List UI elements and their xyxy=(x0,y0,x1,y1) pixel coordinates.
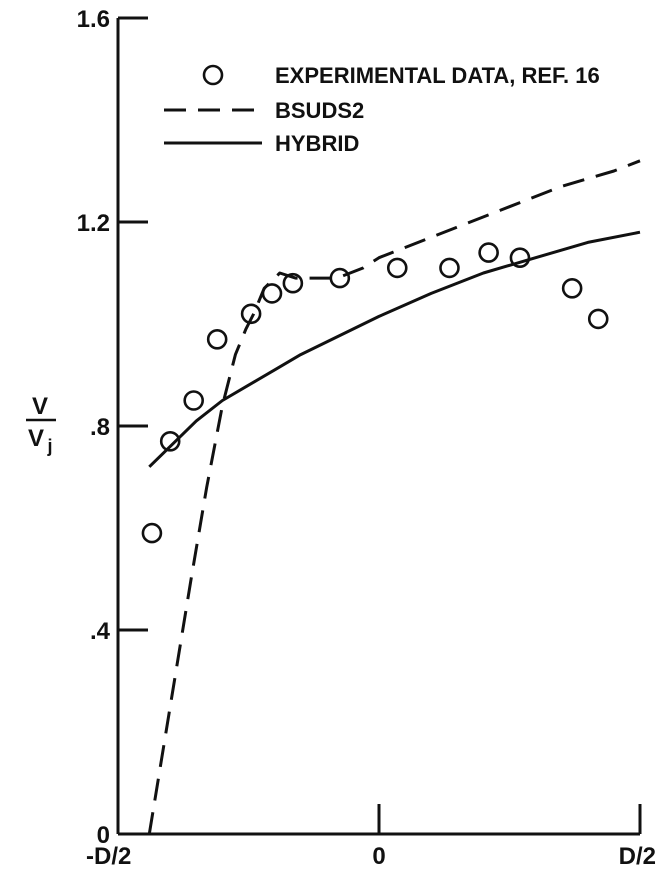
y-axis-label: V V j xyxy=(26,393,56,456)
x-tick-label-2: D/2 xyxy=(619,843,656,870)
data-point xyxy=(206,328,228,350)
data-point xyxy=(386,257,408,279)
plot-axes xyxy=(116,18,640,836)
tick-label-group: 0.4.81.21.6-D/2 0 D/2 xyxy=(77,6,656,870)
data-point xyxy=(509,247,531,269)
series-experimental-data-ref-16 xyxy=(141,242,609,544)
legend-marker-experimental xyxy=(202,64,224,86)
data-point xyxy=(439,257,460,279)
series-layer xyxy=(141,159,641,835)
y-tick-label-1: .4 xyxy=(90,618,111,645)
data-point xyxy=(183,390,204,411)
data-point xyxy=(282,272,304,294)
series-line-hybrid xyxy=(148,230,641,468)
y-tick-label-2: .8 xyxy=(90,414,110,441)
y-label-subscript: j xyxy=(46,436,52,456)
legend-label-bsuds2: BSUDS2 xyxy=(275,98,364,123)
data-point xyxy=(561,277,583,299)
y-label-denominator: V xyxy=(28,425,44,452)
data-point xyxy=(240,303,262,325)
legend: EXPERIMENTAL DATA, REF. 16 BSUDS2 HYBRID xyxy=(164,63,600,156)
legend-label-experimental: EXPERIMENTAL DATA, REF. 16 xyxy=(275,63,600,88)
data-point xyxy=(159,430,181,452)
y-tick-label-3: 1.2 xyxy=(77,210,110,237)
data-point xyxy=(329,267,351,289)
data-point xyxy=(478,242,499,263)
x-tick-label-0: -D/2 xyxy=(86,843,131,870)
legend-label-hybrid: HYBRID xyxy=(275,131,359,156)
x-tick-label-1: 0 xyxy=(372,843,385,870)
y-tick-label-0: 0 xyxy=(97,822,110,849)
data-point xyxy=(587,308,609,330)
data-point xyxy=(141,522,163,544)
y-label-numerator: V xyxy=(32,393,48,420)
tick-group xyxy=(118,16,642,834)
series-line-bsuds2 xyxy=(147,159,641,835)
y-tick-label-4: 1.6 xyxy=(77,6,110,33)
